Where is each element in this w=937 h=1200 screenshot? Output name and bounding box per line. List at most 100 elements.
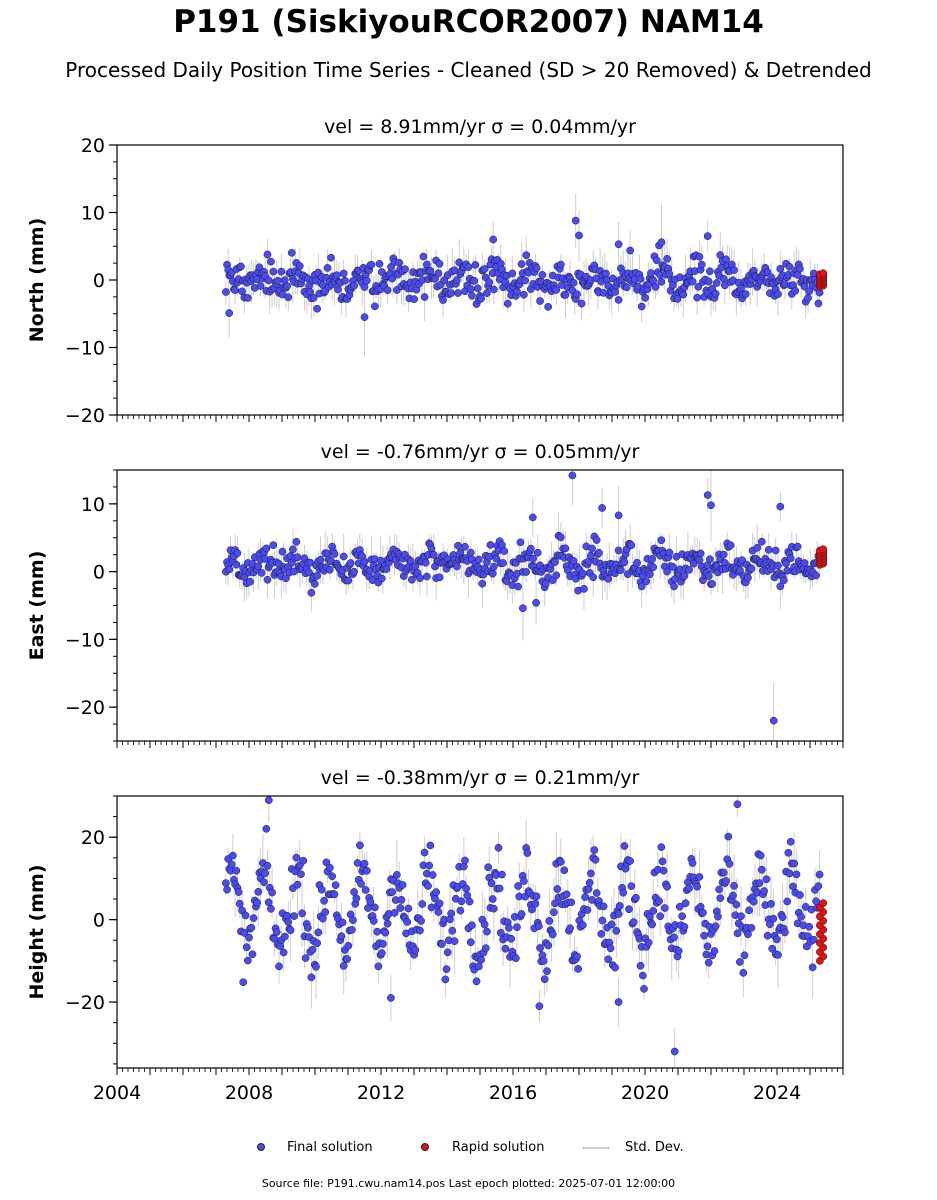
final-solution-point xyxy=(578,569,587,578)
final-solution-point xyxy=(235,899,244,908)
x-tick-label: 2020 xyxy=(621,1082,669,1104)
final-solution-point xyxy=(488,569,497,578)
final-solution-point xyxy=(587,869,595,878)
final-solution-point xyxy=(366,898,375,906)
final-solution-point xyxy=(416,574,424,582)
final-solution-point xyxy=(620,558,629,567)
final-solution-point xyxy=(768,944,777,953)
final-solution-point xyxy=(790,859,799,868)
final-solution-point xyxy=(721,281,729,290)
final-solution-point xyxy=(745,906,753,915)
final-solution-point xyxy=(310,580,319,588)
final-solution-point xyxy=(431,274,439,283)
final-solution-point xyxy=(785,869,794,878)
final-solution-point xyxy=(308,945,317,954)
final-solution-point xyxy=(346,559,355,567)
final-solution-point xyxy=(243,294,252,302)
final-solution-point xyxy=(298,909,306,918)
final-solution-point xyxy=(447,289,455,297)
final-solution-point xyxy=(356,841,364,850)
final-solution-point xyxy=(812,571,820,580)
final-solution-point xyxy=(710,947,719,955)
final-solution-point xyxy=(732,900,741,909)
final-solution-point xyxy=(681,899,690,908)
final-solution-point xyxy=(496,928,505,937)
final-solution-point xyxy=(651,283,660,291)
final-solution-point xyxy=(478,579,487,588)
final-solution-point xyxy=(796,264,804,273)
final-solution-point xyxy=(223,885,231,894)
final-solution-point xyxy=(262,544,271,553)
final-solution-point xyxy=(619,888,628,897)
final-solution-point xyxy=(626,857,635,865)
final-solution-point xyxy=(614,998,623,1006)
final-solution-point xyxy=(371,302,379,311)
final-solution-point xyxy=(738,556,747,564)
std-dev-bars-height xyxy=(225,796,821,1068)
final-solution-point xyxy=(490,562,498,571)
final-solution-point xyxy=(483,289,491,297)
final-solution-point xyxy=(696,549,705,558)
final-solution-point xyxy=(474,962,483,971)
final-solution-point xyxy=(392,871,401,879)
x-tick-label: 2012 xyxy=(357,1082,405,1104)
y-tick-label: 0 xyxy=(93,562,105,584)
legend-std-label: Std. Dev. xyxy=(625,1140,684,1155)
legend-rapid-marker xyxy=(421,1143,429,1151)
final-solution-point xyxy=(796,891,804,899)
final-solution-point xyxy=(815,870,824,879)
final-solution-point xyxy=(295,262,304,270)
final-solution-points-north xyxy=(222,216,824,321)
panel-title-east: vel = -0.76mm/yr σ = 0.05mm/yr xyxy=(321,441,640,463)
final-solution-point xyxy=(293,553,302,562)
final-solution-point xyxy=(499,559,507,567)
final-solution-point xyxy=(381,928,390,937)
final-solution-point xyxy=(490,904,498,913)
final-solution-point xyxy=(693,293,701,302)
final-solution-point xyxy=(432,888,440,896)
final-solution-point xyxy=(694,282,703,291)
final-solution-point xyxy=(521,276,529,285)
final-solution-point xyxy=(517,260,526,268)
final-solution-point xyxy=(439,296,447,304)
final-solution-point xyxy=(514,882,522,890)
final-solution-point xyxy=(483,927,491,936)
final-solution-point xyxy=(379,940,387,948)
final-solution-point xyxy=(254,562,263,571)
final-solution-point xyxy=(313,939,321,947)
final-solution-point xyxy=(395,258,403,267)
final-solution-point xyxy=(553,885,562,893)
final-solution-point xyxy=(454,289,462,297)
final-solution-point xyxy=(544,303,552,311)
final-solution-point xyxy=(443,948,452,957)
final-solution-point xyxy=(520,290,528,299)
data-area-east xyxy=(222,470,828,741)
final-solution-point xyxy=(589,573,598,582)
final-solution-point xyxy=(581,893,589,901)
final-solution-point xyxy=(261,869,270,878)
final-solution-point xyxy=(374,962,383,971)
final-solution-point xyxy=(663,882,671,891)
final-solution-point xyxy=(248,950,257,959)
final-solution-point xyxy=(652,256,661,265)
final-solution-point xyxy=(532,598,540,607)
final-solution-point xyxy=(703,942,712,951)
final-solution-point xyxy=(272,928,281,936)
final-solution-point xyxy=(597,930,606,938)
final-solution-point xyxy=(762,875,771,884)
final-solution-point xyxy=(373,927,382,936)
final-solution-point xyxy=(569,557,578,565)
final-solution-point xyxy=(607,920,616,929)
final-solution-point xyxy=(519,604,527,613)
final-solution-point xyxy=(404,904,413,913)
final-solution-point xyxy=(326,565,334,574)
final-solution-point xyxy=(774,290,782,299)
y-tick-label: 0 xyxy=(93,910,105,932)
final-solution-point xyxy=(522,251,531,260)
final-solution-point xyxy=(568,471,577,480)
final-solution-point xyxy=(680,572,689,580)
final-solution-point xyxy=(514,582,522,591)
final-solution-point xyxy=(769,914,778,923)
final-solution-point xyxy=(468,921,476,930)
